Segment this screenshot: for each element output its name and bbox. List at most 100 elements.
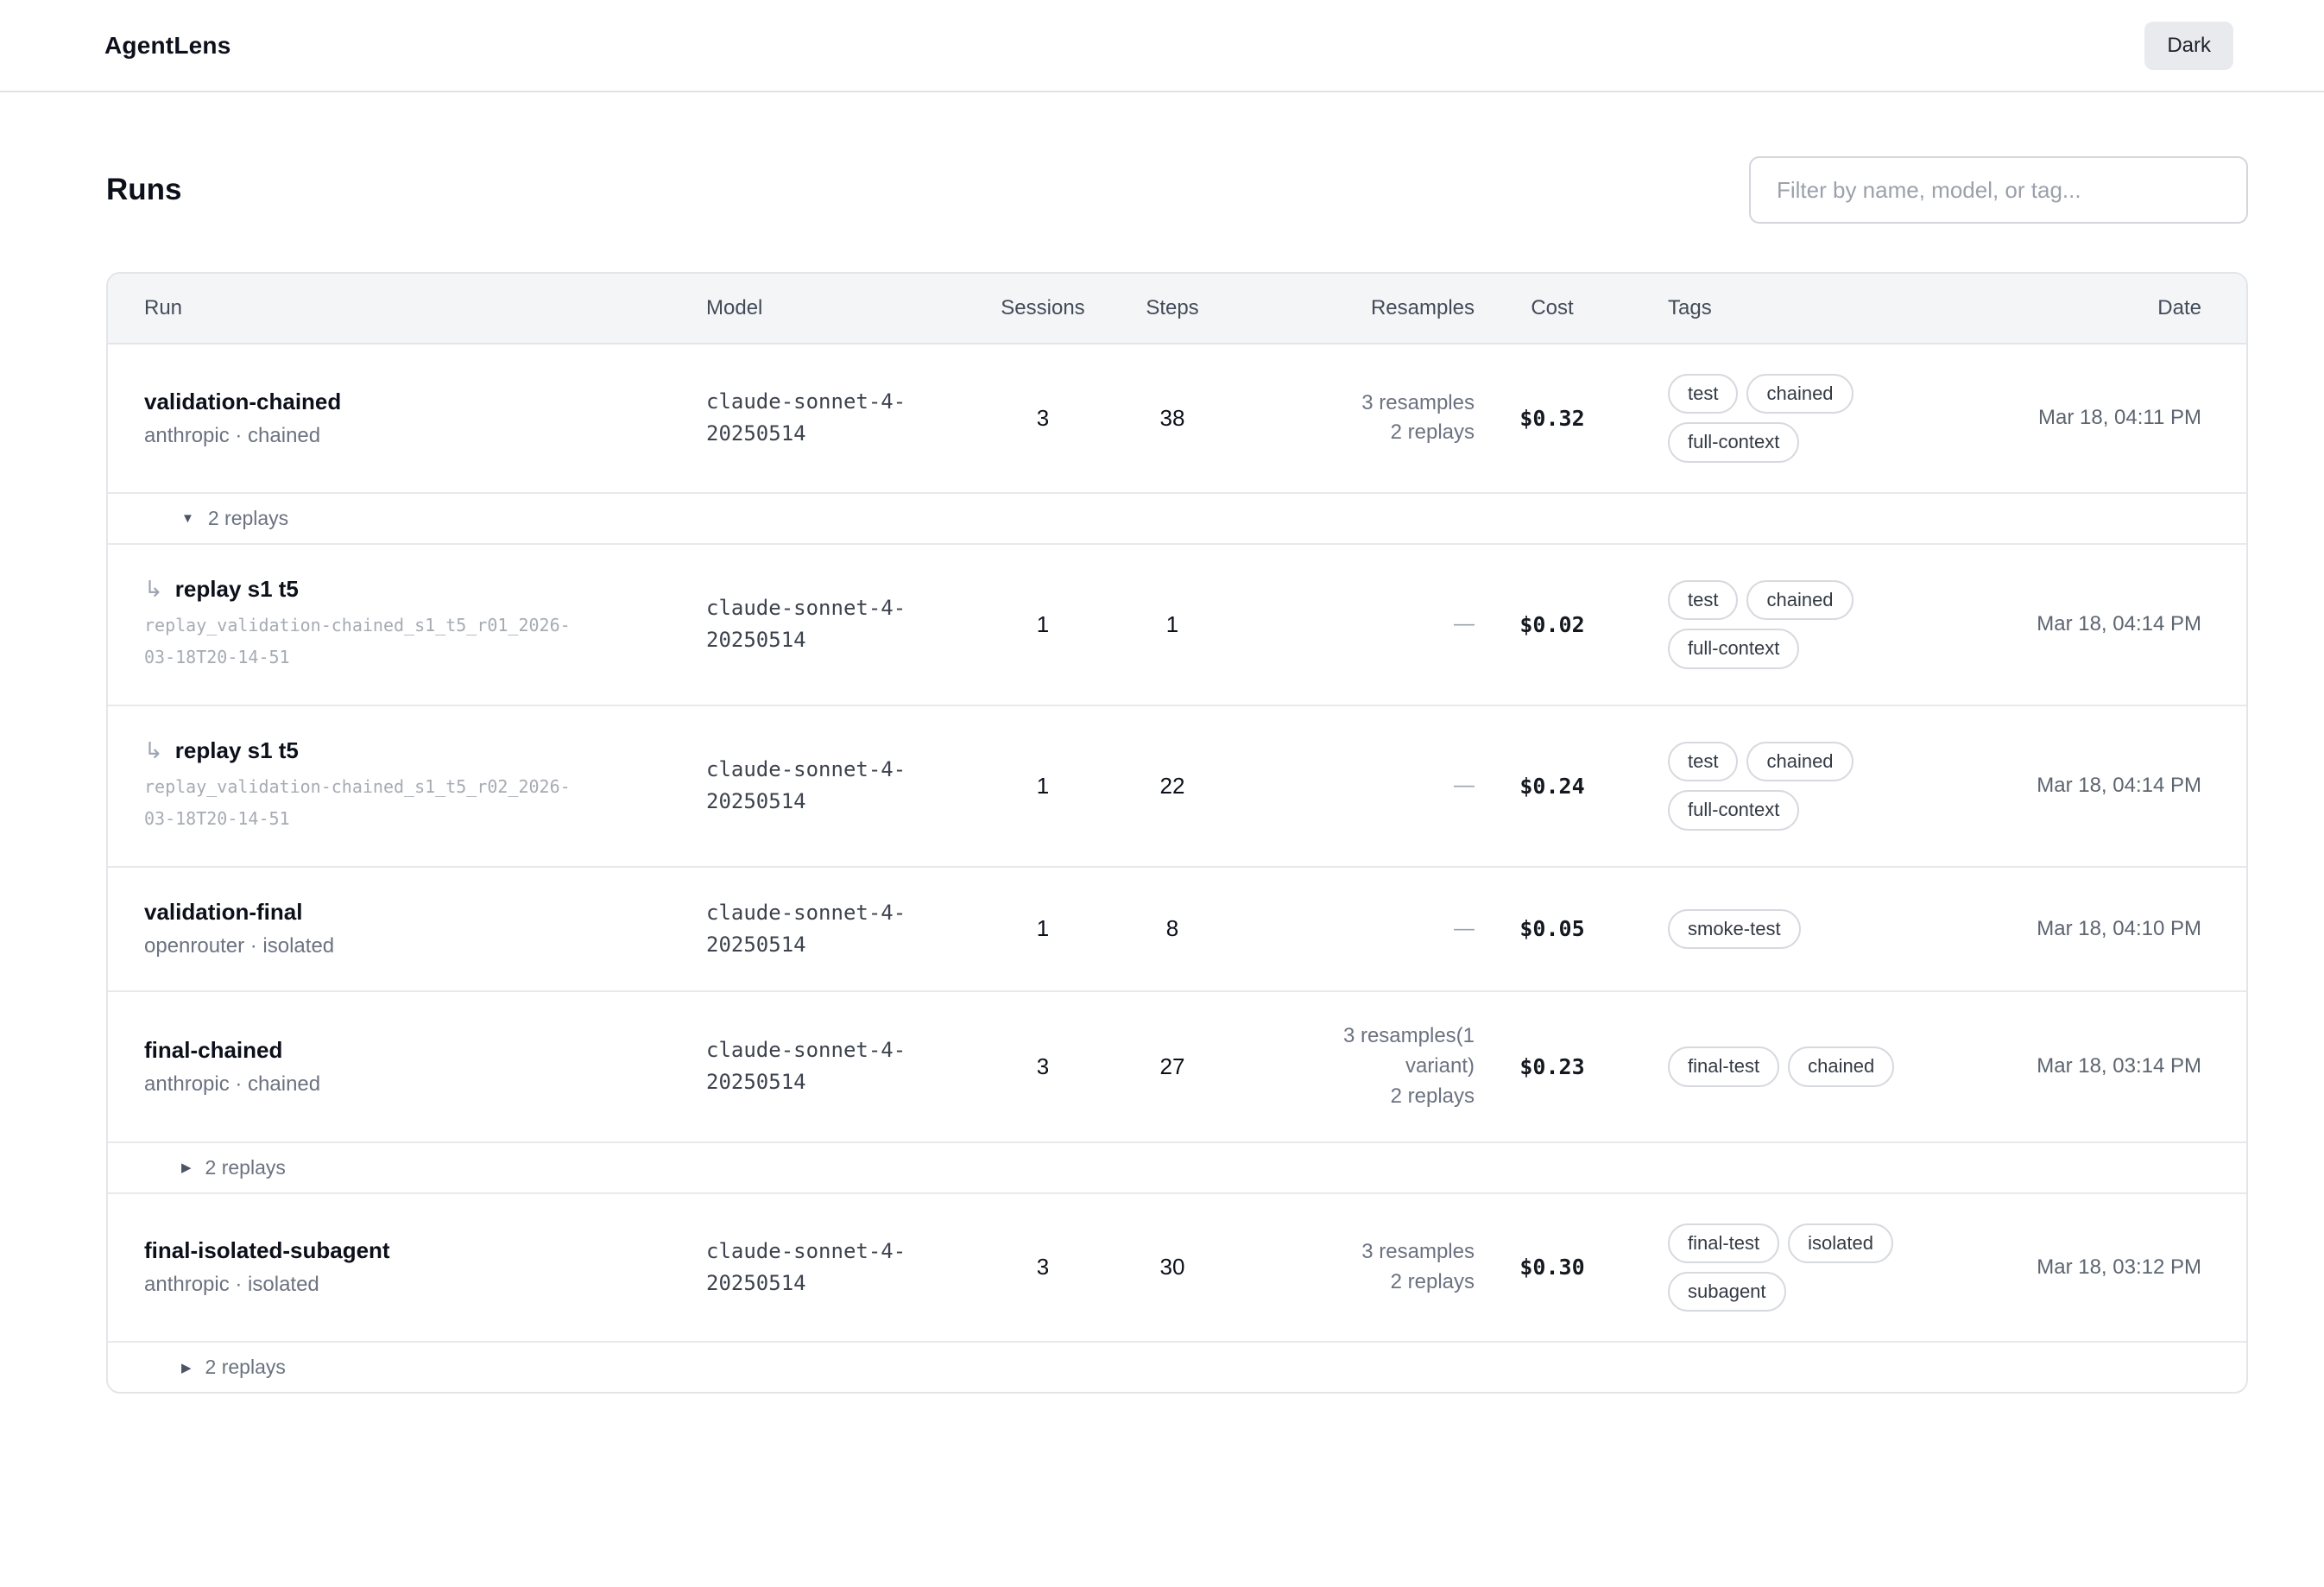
model-cell: claude-sonnet-4-20250514 (706, 757, 906, 814)
tag-pill: subagent (1668, 1271, 1786, 1312)
replay-name: replay s1 t5 (174, 737, 299, 763)
tags-cell: smoke-test (1630, 908, 1975, 950)
sessions-cell: 1 (1036, 610, 1050, 637)
sessions-cell: 3 (1036, 1254, 1050, 1280)
column-header-tags: Tags (1668, 296, 1712, 319)
tag-pill: chained (1788, 1046, 1895, 1087)
sessions-cell: 3 (1036, 1053, 1050, 1079)
replay-head: ↳ replay s1 t5 (144, 576, 706, 603)
run-name: validation-chained (144, 388, 342, 414)
run-cell: final-chained anthropic · chained (144, 1037, 706, 1097)
date-cell: Mar 18, 04:10 PM (2037, 916, 2201, 940)
run-row-validation-chained[interactable]: validation-chained anthropic · chained c… (108, 345, 2246, 492)
run-row-final-isolated-subagent[interactable]: final-isolated-subagent anthropic · isol… (108, 1192, 2246, 1342)
resamples-empty: — (1454, 916, 1475, 940)
resamples-cell: 3 resamples(1 variant) 2 replays (1342, 1024, 1475, 1108)
replay-id: replay_validation-chained_s1_t5_r02_2026… (144, 775, 571, 829)
column-header-sessions: Sessions (1001, 296, 1085, 319)
sessions-cell: 3 (1036, 404, 1050, 431)
tag-pill: test (1668, 579, 1739, 621)
run-cell: final-isolated-subagent anthropic · isol… (144, 1237, 706, 1297)
replays-toggle-label: 2 replays (207, 506, 289, 529)
tag-pill: chained (1746, 741, 1854, 782)
tag-pill: isolated (1788, 1223, 1893, 1263)
page-head: Runs (106, 156, 2248, 224)
run-name: final-isolated-subagent (144, 1237, 390, 1264)
theme-toggle-button[interactable]: Dark (2144, 21, 2233, 70)
cost-cell: $0.30 (1519, 1255, 1585, 1280)
model-cell: claude-sonnet-4-20250514 (706, 900, 906, 957)
triangle-right-icon: ▶ (181, 1160, 192, 1176)
replays-toggle-label: 2 replays (205, 1155, 286, 1179)
column-header-steps: Steps (1146, 296, 1199, 319)
replay-cell: ↳ replay s1 t5 replay_validation-chained… (144, 737, 706, 835)
steps-cell: 38 (1159, 404, 1185, 431)
tag-pill: final-test (1668, 1223, 1780, 1263)
replay-head: ↳ replay s1 t5 (144, 737, 706, 764)
replays-toggle-label: 2 replays (205, 1356, 286, 1379)
run-subtitle: anthropic · isolated (144, 1273, 319, 1297)
date-cell: Mar 18, 03:14 PM (2037, 1054, 2201, 1078)
cost-cell: $0.32 (1519, 405, 1585, 431)
date-cell: Mar 18, 04:11 PM (2038, 406, 2201, 430)
column-header-resamples: Resamples (1370, 296, 1475, 319)
replays-toggle-collapsed[interactable]: ▶ 2 replays (108, 1341, 2246, 1392)
tag-pill: chained (1746, 579, 1854, 621)
runs-table: Run Model Sessions Steps Resamples Cost … (106, 272, 2248, 1394)
tags-cell: final-test isolated subagent (1630, 1223, 1975, 1312)
cost-cell: $0.23 (1519, 1053, 1585, 1079)
model-cell: claude-sonnet-4-20250514 (706, 389, 906, 446)
tag-pill: full-context (1668, 629, 1800, 669)
table-body: validation-chained anthropic · chained c… (108, 345, 2246, 1392)
replay-id: replay_validation-chained_s1_t5_r01_2026… (144, 614, 571, 667)
tags-cell: test chained full-context (1630, 741, 1975, 831)
column-header-date: Date (2157, 296, 2201, 319)
replays-toggle-expanded[interactable]: ▼ 2 replays (108, 491, 2246, 543)
steps-cell: 1 (1165, 610, 1179, 637)
tag-pill: smoke-test (1668, 908, 1801, 950)
model-cell: claude-sonnet-4-20250514 (706, 1038, 906, 1095)
steps-cell: 8 (1165, 915, 1179, 942)
sessions-cell: 1 (1036, 772, 1050, 799)
replay-cell: ↳ replay s1 t5 replay_validation-chained… (144, 576, 706, 673)
tag-pill: test (1668, 741, 1739, 782)
run-subtitle: openrouter · isolated (144, 934, 335, 958)
tag-pill: full-context (1668, 422, 1800, 463)
date-cell: Mar 18, 03:12 PM (2037, 1255, 2201, 1279)
app-brand: AgentLens (104, 31, 231, 59)
resamples-cell: 3 resamples 2 replays (1361, 390, 1475, 445)
top-bar: AgentLens Dark (0, 0, 2324, 92)
steps-cell: 27 (1159, 1053, 1185, 1079)
replay-name: replay s1 t5 (174, 575, 299, 602)
run-cell: validation-final openrouter · isolated (144, 899, 706, 958)
child-arrow-icon: ↳ (144, 737, 163, 763)
model-cell: claude-sonnet-4-20250514 (706, 596, 906, 653)
run-row-final-chained[interactable]: final-chained anthropic · chained claude… (108, 990, 2246, 1141)
filter-input[interactable] (1749, 156, 2248, 224)
cost-cell: $0.02 (1519, 611, 1585, 637)
steps-cell: 22 (1159, 772, 1185, 799)
replay-row-r02[interactable]: ↳ replay s1 t5 replay_validation-chained… (108, 704, 2246, 866)
table-header-row: Run Model Sessions Steps Resamples Cost … (108, 274, 2246, 345)
triangle-down-icon: ▼ (181, 510, 194, 526)
column-header-model: Model (706, 296, 763, 319)
tag-pill: test (1668, 374, 1739, 414)
tag-pill: chained (1746, 374, 1854, 414)
resamples-empty: — (1454, 774, 1475, 798)
cost-cell: $0.24 (1519, 773, 1585, 799)
replays-toggle-collapsed[interactable]: ▶ 2 replays (108, 1141, 2246, 1192)
run-row-validation-final[interactable]: validation-final openrouter · isolated c… (108, 865, 2246, 990)
run-subtitle: anthropic · chained (144, 1072, 321, 1096)
page-title: Runs (106, 173, 182, 206)
tags-cell: test chained full-context (1630, 374, 1975, 463)
tag-pill: final-test (1668, 1046, 1780, 1087)
sessions-cell: 1 (1036, 915, 1050, 942)
resamples-cell: 3 resamples 2 replays (1361, 1240, 1475, 1293)
main-content: Runs Run Model Sessions Steps Resamples … (106, 156, 2248, 1394)
run-cell: validation-chained anthropic · chained (144, 389, 706, 448)
column-header-cost: Cost (1531, 296, 1574, 319)
child-arrow-icon: ↳ (144, 575, 163, 602)
replay-row-r01[interactable]: ↳ replay s1 t5 replay_validation-chained… (108, 542, 2246, 705)
tag-pill: full-context (1668, 790, 1800, 831)
run-subtitle: anthropic · chained (144, 423, 321, 447)
